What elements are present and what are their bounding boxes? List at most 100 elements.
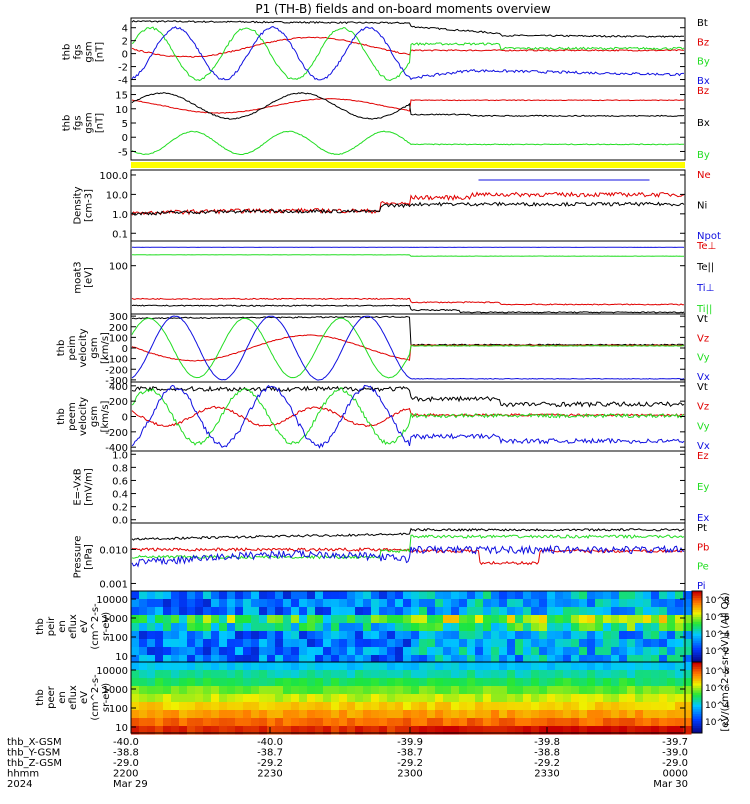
heatmap-cell bbox=[307, 647, 316, 656]
heatmap-cell bbox=[243, 718, 252, 727]
heatmap-cell bbox=[163, 670, 172, 679]
heatmap-cell bbox=[483, 647, 492, 656]
heatmap-cell bbox=[651, 591, 660, 600]
heatmap-cell bbox=[371, 647, 380, 656]
heatmap-cell bbox=[395, 662, 404, 671]
heatmap-cell bbox=[355, 662, 364, 671]
heatmap-cell bbox=[179, 591, 188, 600]
heatmap-cell bbox=[267, 623, 276, 632]
heatmap-cell bbox=[323, 686, 332, 695]
heatmap-cell bbox=[171, 599, 180, 608]
heatmap-cell bbox=[531, 623, 540, 632]
heatmap-cell bbox=[467, 615, 476, 624]
heatmap-cell bbox=[419, 607, 428, 616]
heatmap-cell bbox=[235, 662, 244, 671]
heatmap-cell bbox=[435, 718, 444, 727]
x-row-value: -38.8 bbox=[113, 748, 139, 759]
heatmap-cell bbox=[275, 670, 284, 679]
heatmap-cell bbox=[235, 647, 244, 656]
heatmap-cell bbox=[299, 678, 308, 687]
heatmap-cell bbox=[475, 718, 484, 727]
heatmap-cell bbox=[459, 686, 468, 695]
x-row-value: -29.0 bbox=[113, 758, 139, 769]
heatmap-cell bbox=[291, 599, 300, 608]
heatmap-cell bbox=[643, 710, 652, 719]
x-row-value: -38.7 bbox=[257, 748, 283, 759]
heatmap-cell bbox=[211, 662, 220, 671]
heatmap-cell bbox=[635, 599, 644, 608]
x-row-value: -39.9 bbox=[397, 737, 423, 748]
y-tick-label: 0.4 bbox=[112, 490, 128, 501]
heatmap-cell bbox=[203, 694, 212, 703]
heatmap-cell bbox=[283, 631, 292, 640]
heatmap-cell bbox=[427, 607, 436, 616]
heatmap-cell bbox=[611, 694, 620, 703]
heatmap-cell bbox=[507, 647, 516, 656]
heatmap-cell bbox=[563, 702, 572, 711]
heatmap-cell bbox=[683, 702, 692, 711]
heatmap-cell bbox=[259, 662, 268, 671]
heatmap-cell bbox=[451, 631, 460, 640]
heatmap-cell bbox=[651, 702, 660, 711]
heatmap-cell bbox=[611, 615, 620, 624]
heatmap-cell bbox=[267, 647, 276, 656]
heatmap-cell bbox=[619, 670, 628, 679]
heatmap-cell bbox=[331, 623, 340, 632]
heatmap-cell bbox=[595, 623, 604, 632]
heatmap-cell bbox=[379, 631, 388, 640]
heatmap-cell bbox=[419, 702, 428, 711]
heatmap-cell bbox=[227, 599, 236, 608]
heatmap-cell bbox=[219, 639, 228, 648]
heatmap-cell bbox=[491, 631, 500, 640]
heatmap-cell bbox=[235, 591, 244, 600]
heatmap-cell bbox=[371, 718, 380, 727]
heatmap-cell bbox=[523, 615, 532, 624]
heatmap-cell bbox=[563, 623, 572, 632]
heatmap-cell bbox=[499, 662, 508, 671]
heatmap-cell bbox=[147, 607, 156, 616]
heatmap-cell bbox=[595, 647, 604, 656]
legend-Ti⊥: Ti⊥ bbox=[696, 283, 714, 294]
heatmap-cell bbox=[499, 718, 508, 727]
heatmap-cell bbox=[523, 718, 532, 727]
heatmap-cell bbox=[211, 710, 220, 719]
heatmap-cell bbox=[499, 623, 508, 632]
heatmap-cell bbox=[131, 686, 140, 695]
legend-Bz: Bz bbox=[697, 86, 709, 97]
heatmap-cell bbox=[171, 607, 180, 616]
heatmap-cell bbox=[259, 718, 268, 727]
heatmap-cell bbox=[467, 639, 476, 648]
heatmap-cell bbox=[451, 607, 460, 616]
heatmap-cell bbox=[483, 670, 492, 679]
heatmap-cell bbox=[419, 678, 428, 687]
heatmap-cell bbox=[395, 686, 404, 695]
heatmap-cell bbox=[459, 599, 468, 608]
heatmap-cell bbox=[251, 710, 260, 719]
heatmap-cell bbox=[675, 686, 684, 695]
y-tick-label: 4 bbox=[122, 24, 128, 35]
heatmap-cell bbox=[371, 710, 380, 719]
heatmap-cell bbox=[275, 686, 284, 695]
heatmap-cell bbox=[675, 615, 684, 624]
heatmap-cell bbox=[515, 591, 524, 600]
heatmap-cell bbox=[275, 591, 284, 600]
panel-frame bbox=[131, 170, 685, 241]
heatmap-cell bbox=[523, 670, 532, 679]
heatmap-cell bbox=[243, 607, 252, 616]
heatmap-cell bbox=[411, 710, 420, 719]
heatmap-cell bbox=[291, 647, 300, 656]
heatmap-cell bbox=[315, 599, 324, 608]
heatmap-cell bbox=[235, 702, 244, 711]
heatmap-cell bbox=[219, 670, 228, 679]
y-axis-label-line: eflux bbox=[68, 614, 79, 639]
heatmap-cell bbox=[539, 607, 548, 616]
heatmap-cell bbox=[491, 662, 500, 671]
heatmap-cell bbox=[651, 639, 660, 648]
heatmap-cell bbox=[259, 615, 268, 624]
heatmap-cell bbox=[411, 631, 420, 640]
panel-frame bbox=[131, 241, 685, 314]
heatmap-cell bbox=[331, 615, 340, 624]
heatmap-cell bbox=[139, 702, 148, 711]
y-tick-label: 100 bbox=[109, 333, 128, 344]
heatmap-cell bbox=[643, 694, 652, 703]
